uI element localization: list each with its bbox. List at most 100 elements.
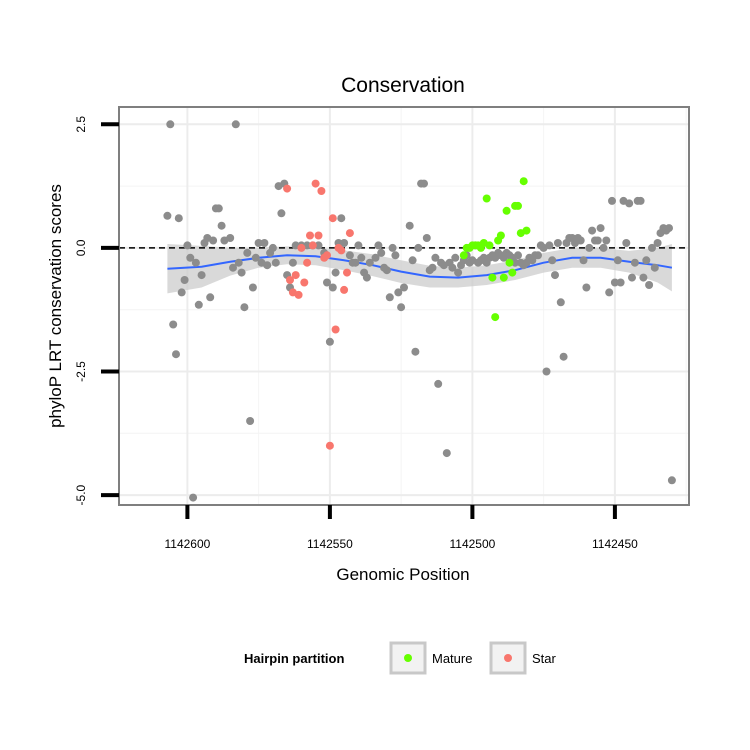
point-other [639, 273, 648, 282]
point-star [306, 231, 314, 240]
point-other [599, 243, 608, 252]
point-other [251, 253, 260, 262]
point-other [454, 268, 463, 277]
legend-swatch-mature [404, 654, 412, 662]
chart-title: Conservation [341, 74, 465, 97]
point-mature [502, 206, 511, 215]
point-other [645, 281, 654, 289]
point-other [588, 226, 597, 235]
point-other [206, 293, 215, 302]
y-tick-label: 2.5 [74, 116, 88, 133]
point-other [263, 261, 272, 270]
point-star [331, 325, 340, 334]
point-other [422, 234, 431, 242]
x-tick-label: 1142500 [449, 537, 495, 551]
point-other [434, 379, 443, 388]
legend-swatch-star [504, 654, 512, 662]
point-mature [482, 194, 491, 203]
point-star [337, 246, 346, 255]
point-other [579, 256, 588, 265]
point-other [194, 300, 203, 309]
point-other [648, 243, 656, 252]
point-star [340, 285, 349, 294]
point-other [610, 278, 619, 287]
point-other [214, 204, 223, 213]
point-star [343, 268, 351, 277]
point-star [314, 231, 323, 240]
point-other [217, 221, 226, 230]
y-axis-title: phyloP LRT conservation scores [46, 184, 65, 428]
point-other [254, 239, 263, 247]
y-tick-label: -5.0 [74, 484, 88, 505]
point-other [323, 278, 331, 287]
point-other [331, 268, 340, 277]
point-mature [514, 201, 522, 210]
point-other [448, 263, 457, 272]
y-tick-label: -2.5 [74, 361, 88, 382]
legend-title: Hairpin partition [244, 651, 344, 666]
point-other [514, 251, 522, 260]
point-other [183, 241, 192, 250]
point-other [442, 449, 451, 458]
point-other [408, 256, 417, 265]
point-other [180, 276, 189, 284]
point-other [382, 266, 391, 275]
point-other [234, 258, 243, 267]
legend: Hairpin partition Mature Star [244, 641, 557, 675]
point-other [377, 248, 386, 257]
point-other [582, 283, 591, 292]
point-other [325, 337, 334, 346]
point-other [628, 273, 636, 282]
point-other [414, 243, 423, 252]
point-mature [485, 241, 494, 250]
point-other [277, 209, 286, 218]
point-other [166, 120, 175, 129]
y-axis: 2.5 0.0 -2.5 -5.0 [74, 116, 119, 505]
point-other [665, 224, 673, 233]
point-other [576, 236, 585, 245]
point-other [191, 258, 200, 267]
point-other [340, 239, 349, 247]
point-other [622, 239, 631, 247]
point-other [362, 273, 371, 282]
point-other [616, 278, 625, 287]
point-other [625, 199, 634, 208]
point-other [545, 241, 554, 250]
point-mature [508, 268, 517, 277]
point-other [556, 298, 565, 307]
point-other [650, 263, 659, 272]
point-other [189, 493, 198, 502]
point-other [374, 241, 383, 250]
point-other [605, 288, 614, 297]
point-other [243, 248, 252, 257]
point-other [548, 256, 557, 265]
point-other [608, 196, 616, 205]
point-mature [519, 177, 528, 186]
point-star [345, 229, 354, 238]
data-points [163, 120, 676, 502]
point-other [314, 241, 323, 250]
point-other [288, 258, 297, 267]
point-other [397, 303, 406, 312]
point-other [248, 283, 257, 292]
point-star [297, 243, 306, 252]
point-other [405, 221, 414, 230]
point-star [311, 179, 320, 188]
point-other [400, 283, 408, 292]
point-other [197, 271, 206, 280]
point-other [351, 258, 360, 267]
point-star [283, 184, 292, 193]
legend-label-star: Star [532, 651, 557, 666]
point-other [394, 288, 403, 297]
point-other [237, 268, 246, 277]
point-star [308, 241, 317, 250]
point-star [317, 187, 326, 195]
x-axis-title: Genomic Position [336, 565, 469, 584]
point-other [553, 239, 562, 247]
point-other [534, 251, 542, 260]
point-other [451, 253, 460, 262]
point-other [231, 120, 240, 129]
point-mature [499, 273, 508, 282]
point-star [325, 441, 334, 450]
